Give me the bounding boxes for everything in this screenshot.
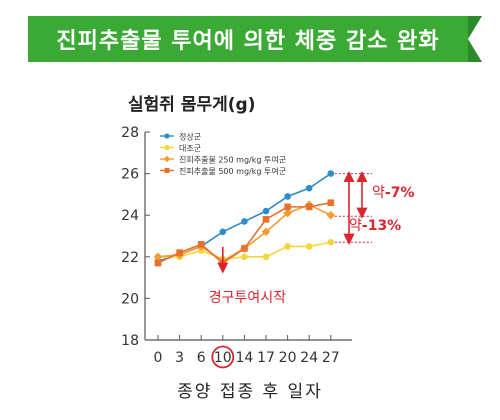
title-banner: 진피추출물 투여에 의한 체중 감소 완화 xyxy=(28,16,468,62)
legend-label: 진피추출물 500 mg/kg 투여군 xyxy=(179,166,286,176)
legend-label: 대조군 xyxy=(179,144,201,153)
data-point xyxy=(327,170,335,177)
x-tick-label: 10 xyxy=(214,350,232,366)
y-tick-label: 18 xyxy=(121,333,139,349)
data-point xyxy=(327,238,335,246)
legend-label: 정상군 xyxy=(179,132,201,142)
legend-marker xyxy=(164,144,170,151)
data-point xyxy=(326,210,336,220)
y-tick-label: 22 xyxy=(121,250,139,266)
data-point xyxy=(262,207,270,215)
data-point xyxy=(305,243,313,250)
difference-label-small: 약-7% xyxy=(372,185,414,201)
data-point xyxy=(154,259,162,267)
y-tick-label: 20 xyxy=(121,291,139,307)
difference-value-small: -7% xyxy=(385,185,415,201)
data-point xyxy=(261,227,271,237)
x-tick-label: 6 xyxy=(197,350,206,366)
data-point xyxy=(241,253,248,261)
data-point xyxy=(283,208,292,218)
start-annotation-label: 경구투여시작 xyxy=(209,290,286,306)
difference-prefix-small: 약 xyxy=(372,185,385,201)
difference-prefix-large: 약 xyxy=(349,218,362,234)
data-point xyxy=(284,193,291,200)
y-tick-label: 26 xyxy=(121,167,139,183)
difference-label-large: 약-13% xyxy=(349,218,401,234)
data-point xyxy=(262,253,270,261)
data-point xyxy=(284,243,291,250)
data-point xyxy=(241,218,248,225)
x-tick-label: 17 xyxy=(257,350,275,366)
legend-marker xyxy=(163,155,171,163)
data-point xyxy=(327,199,335,207)
x-tick-label: 24 xyxy=(300,350,318,366)
data-point xyxy=(262,216,270,223)
difference-value-large: -13% xyxy=(362,218,401,234)
data-point xyxy=(153,252,163,262)
y-axis-title: 실험쥐 몸무게(g) xyxy=(128,95,256,115)
data-point xyxy=(176,249,183,256)
x-tick-label: 14 xyxy=(235,350,253,366)
data-point xyxy=(197,241,205,248)
data-point xyxy=(241,245,248,252)
y-tick-label: 24 xyxy=(121,208,139,224)
x-tick-label: 3 xyxy=(175,350,184,366)
data-point xyxy=(305,203,313,211)
legend-marker xyxy=(164,168,170,173)
y-tick-label: 28 xyxy=(121,125,139,141)
banner-fold-decoration xyxy=(468,16,482,62)
x-tick-label: 27 xyxy=(322,350,340,366)
legend-marker xyxy=(164,133,170,139)
x-axis-title: 종양 접종 후 일자 xyxy=(177,382,323,402)
data-point xyxy=(219,228,227,236)
highlight-circle xyxy=(211,345,235,369)
x-tick-label: 0 xyxy=(154,350,163,366)
legend-label: 진피추출물 250 mg/kg 투여군 xyxy=(179,155,286,165)
data-point xyxy=(305,184,313,192)
data-point xyxy=(284,203,291,211)
x-tick-label: 20 xyxy=(279,350,297,366)
banner-title: 진피추출물 투여에 의한 체중 감소 완화 xyxy=(56,29,440,54)
